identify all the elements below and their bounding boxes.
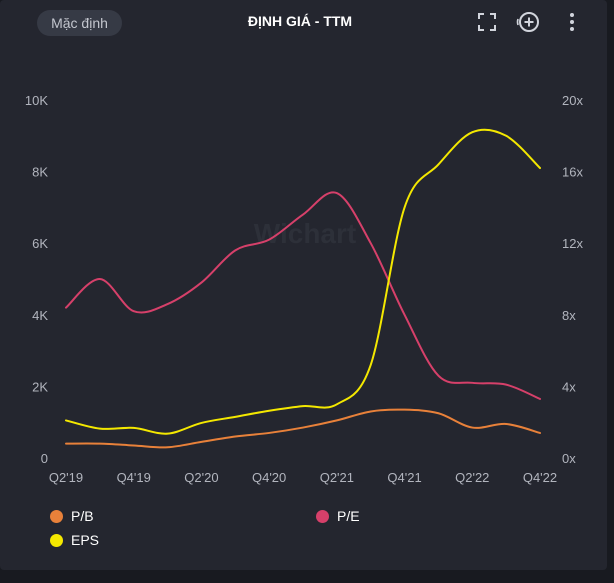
legend-dot-eps (50, 533, 63, 547)
right-tick-label: 12x (562, 236, 583, 251)
preset-button[interactable]: Mặc định (37, 10, 122, 36)
chart-title: ĐỊNH GIÁ - TTM (247, 13, 353, 29)
watermark: Wichart (254, 218, 356, 249)
series-line-pe (65, 191, 541, 400)
left-tick-label: 6K (32, 236, 48, 251)
left-axis: 0 2K 4K 6K 8K 10K (25, 93, 48, 466)
x-tick-label: Q4'20 (252, 470, 286, 485)
valuation-chart: Wichart 0 2K 4K 6K 8K 10K 0x 4x 8x 12x 16x 20x Q2'… (25, 93, 584, 485)
legend-dot-pb (50, 509, 63, 523)
left-tick-label: 8K (32, 165, 48, 180)
x-tick-label: Q2'20 (184, 470, 218, 485)
legend-item-pb[interactable]: P/B (50, 508, 94, 524)
x-axis: Q2'19 Q4'19 Q2'20 Q4'20 Q2'21 Q4'21 Q2'22 Q4'22 (49, 470, 557, 485)
x-tick-label: Q2'21 (320, 470, 354, 485)
left-tick-label: 10K (25, 93, 48, 108)
left-tick-label: 4K (32, 308, 48, 323)
x-tick-label: Q2'22 (455, 470, 489, 485)
x-tick-label: Q2'19 (49, 470, 83, 485)
legend-dot-pe (316, 509, 329, 523)
more-vertical-icon[interactable] (559, 9, 585, 35)
left-tick-label: 0 (41, 451, 48, 466)
series-lines (65, 128, 541, 449)
right-tick-label: 0x (562, 451, 576, 466)
series-line-pb (65, 408, 541, 449)
right-axis: 0x 4x 8x 12x 16x 20x (562, 93, 583, 466)
series-line-eps (65, 128, 541, 435)
legend-label-pe: P/E (337, 508, 360, 524)
legend-item-pe[interactable]: P/E (316, 508, 360, 524)
legend-item-eps[interactable]: EPS (50, 532, 99, 548)
right-tick-label: 4x (562, 379, 576, 394)
fullscreen-icon[interactable] (474, 9, 500, 35)
legend-label-pb: P/B (71, 508, 94, 524)
add-circle-icon[interactable] (515, 9, 541, 35)
left-tick-label: 2K (32, 379, 48, 394)
legend-label-eps: EPS (71, 532, 100, 548)
x-tick-label: Q4'19 (117, 470, 151, 485)
chart-panel: Mặc định ĐỊNH GIÁ - TTM Wichart 0 2K 4K 6K 8… (0, 0, 607, 570)
x-tick-label: Q4'22 (523, 470, 557, 485)
right-tick-label: 16x (562, 165, 583, 180)
x-tick-label: Q4'21 (387, 470, 421, 485)
right-tick-label: 20x (562, 93, 583, 108)
right-tick-label: 8x (562, 308, 576, 323)
